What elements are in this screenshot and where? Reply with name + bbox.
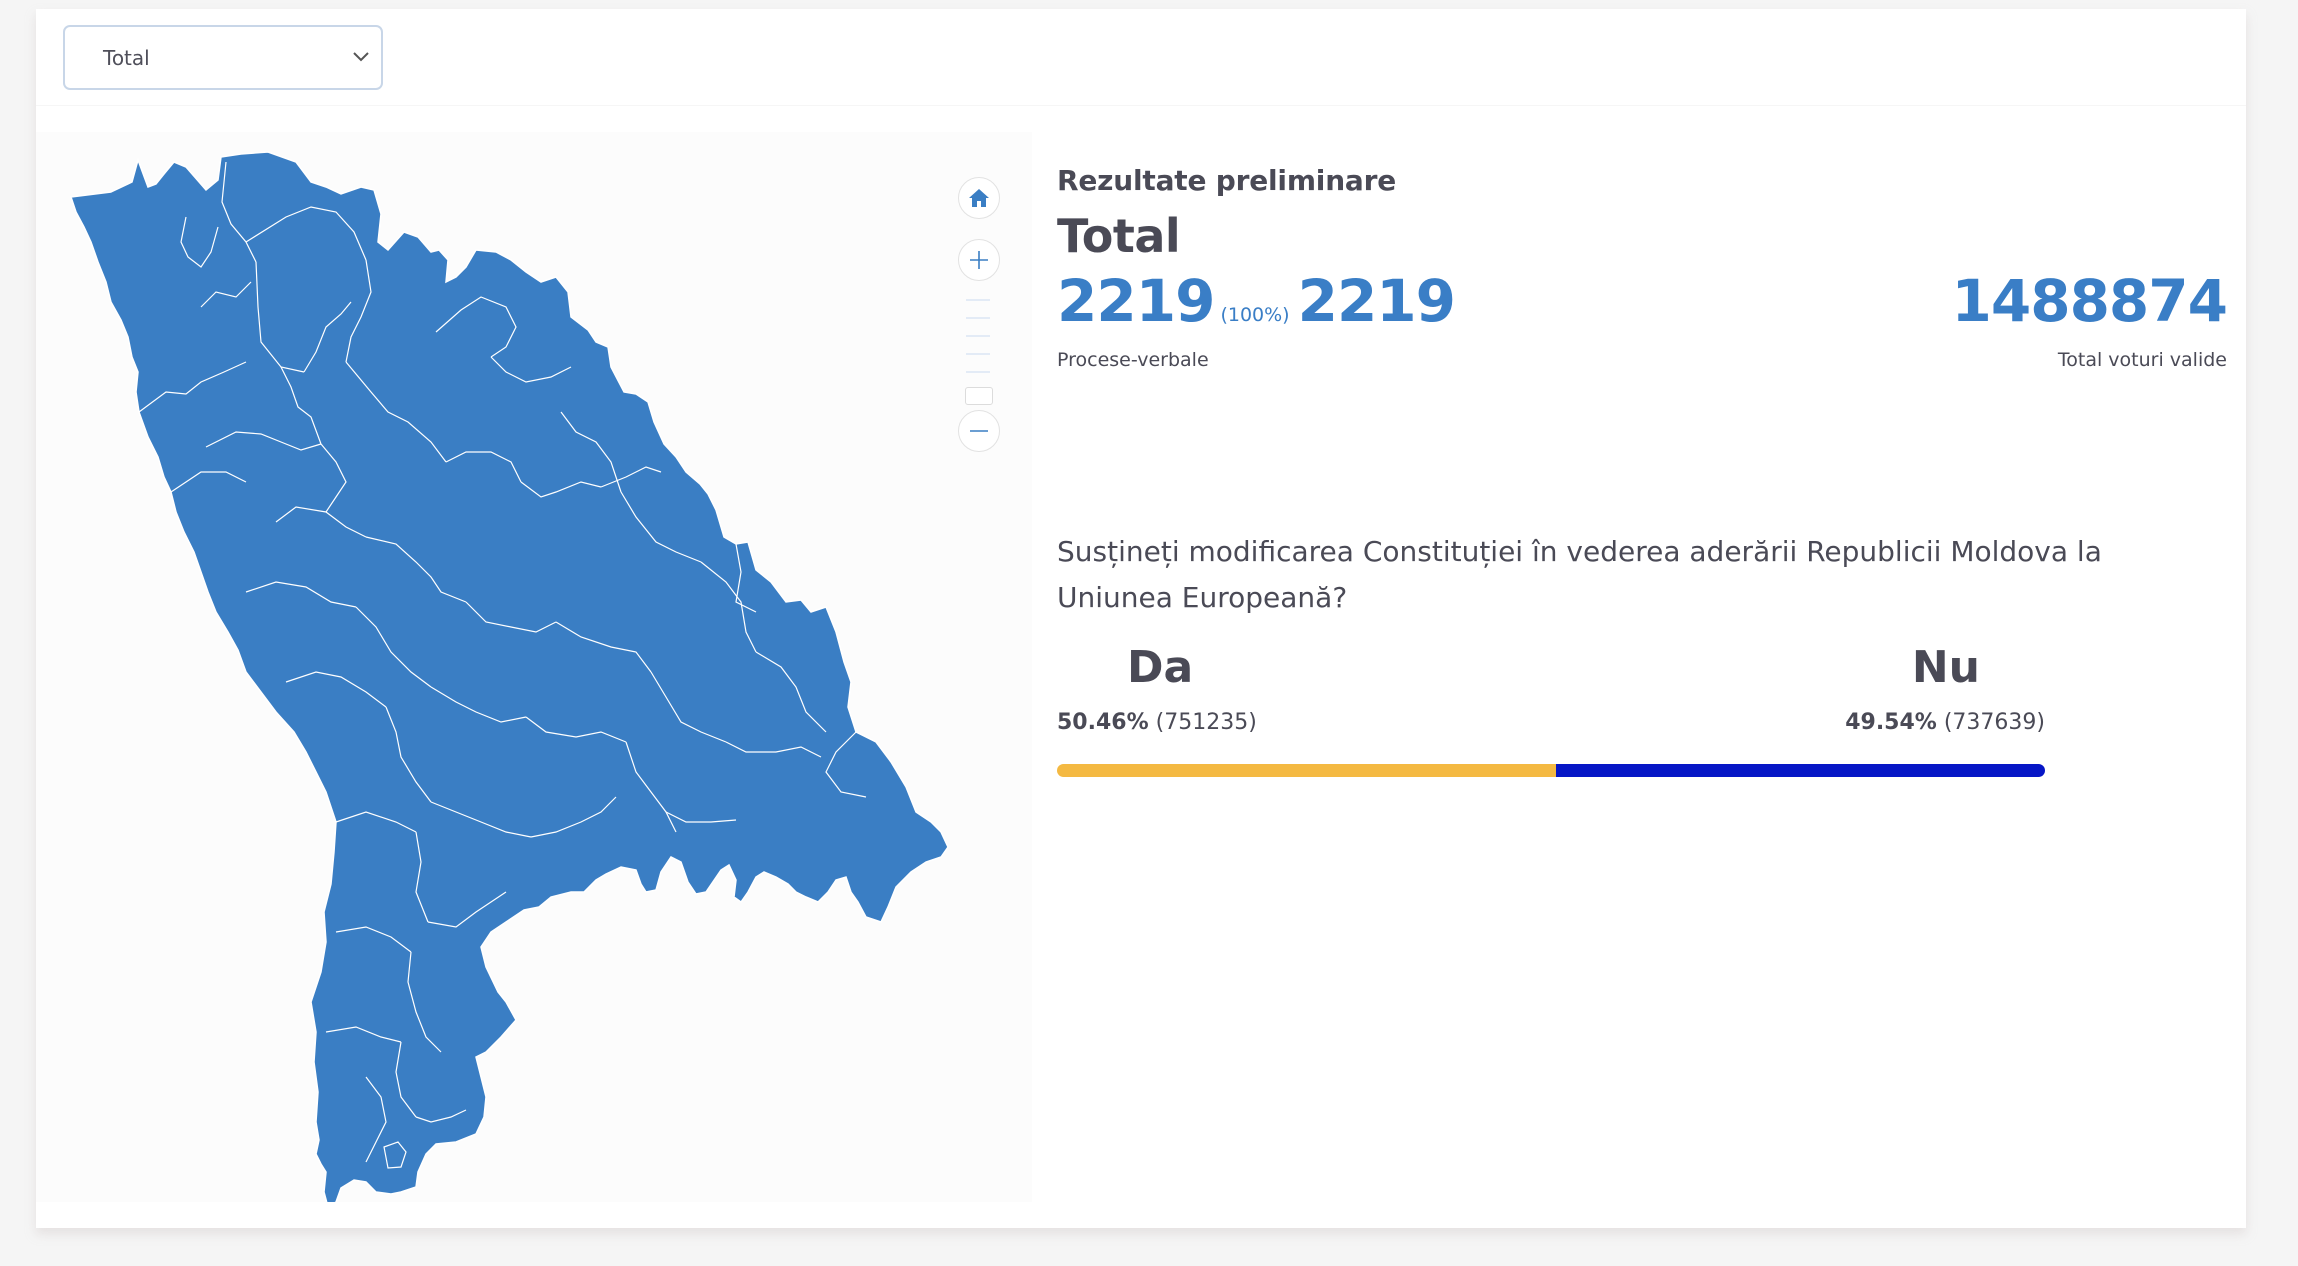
referendum-question: Susțineți modificarea Constituției în ve… — [1057, 535, 2102, 614]
results-card: Total — [36, 9, 2246, 1228]
protocols-processed: 2219 — [1057, 267, 1215, 335]
stats-row: 2219 (100%) 2219 Procese-verbale 1488874… — [1057, 267, 2228, 387]
results-panel: Rezultate preliminare Total 2219 (100%) … — [1057, 164, 2228, 777]
map-area — [36, 132, 1032, 1202]
region-select[interactable]: Total — [63, 25, 383, 90]
district-borders — [138, 161, 867, 1169]
valid-votes-stat: 1488874 Total voturi valide — [1952, 267, 2228, 371]
filter-bar: Total — [36, 9, 2246, 106]
map-region-moldova[interactable] — [69, 151, 949, 1202]
zoom-slider-thumb[interactable] — [965, 387, 993, 405]
valid-votes-label: Total voturi valide — [2057, 349, 2227, 371]
option-nu-stat: 49.54% (737639) — [1845, 710, 2045, 735]
zoom-slider-tick — [966, 317, 990, 319]
vote-options: Da 50.46% (751235) Nu 49.54% (737639) — [1057, 642, 2045, 777]
valid-votes-count: 1488874 — [1951, 267, 2228, 335]
bar-segment-nu — [1555, 764, 2045, 777]
zoom-slider-tick — [966, 353, 990, 355]
region-title: Total — [1057, 209, 1181, 263]
zoom-slider-tick — [966, 371, 990, 373]
option-da-percent: 50.46% — [1057, 710, 1149, 735]
option-nu-votes: (737639) — [1943, 710, 2045, 735]
moldova-map[interactable] — [36, 132, 1032, 1202]
protocols-label: Procese-verbale — [1057, 349, 1209, 371]
zoom-in-button[interactable] — [958, 239, 1000, 281]
zoom-slider-tick — [966, 335, 990, 337]
protocols-percent: (100%) — [1220, 304, 1290, 326]
chevron-down-icon — [353, 52, 369, 62]
minus-icon — [970, 430, 988, 432]
option-da-votes: (751235) — [1155, 710, 1257, 735]
plus-icon — [970, 251, 988, 269]
option-nu-percent: 49.54% — [1845, 710, 1937, 735]
home-icon — [969, 189, 989, 207]
home-button[interactable] — [958, 177, 1000, 219]
zoom-slider-tick — [966, 299, 990, 301]
protocols-total: 2219 — [1297, 267, 1456, 335]
bar-segment-da — [1057, 764, 1556, 777]
zoom-out-button[interactable] — [958, 410, 1000, 452]
protocols-stat: 2219 (100%) 2219 Procese-verbale — [1057, 267, 1456, 371]
region-select-value: Total — [103, 45, 150, 70]
option-da-label: Da — [1127, 642, 1194, 693]
results-heading: Rezultate preliminare — [1057, 164, 1397, 197]
results-bar — [1057, 764, 2045, 777]
option-da-stat: 50.46% (751235) — [1057, 710, 1257, 735]
option-nu-label: Nu — [1911, 642, 1980, 693]
